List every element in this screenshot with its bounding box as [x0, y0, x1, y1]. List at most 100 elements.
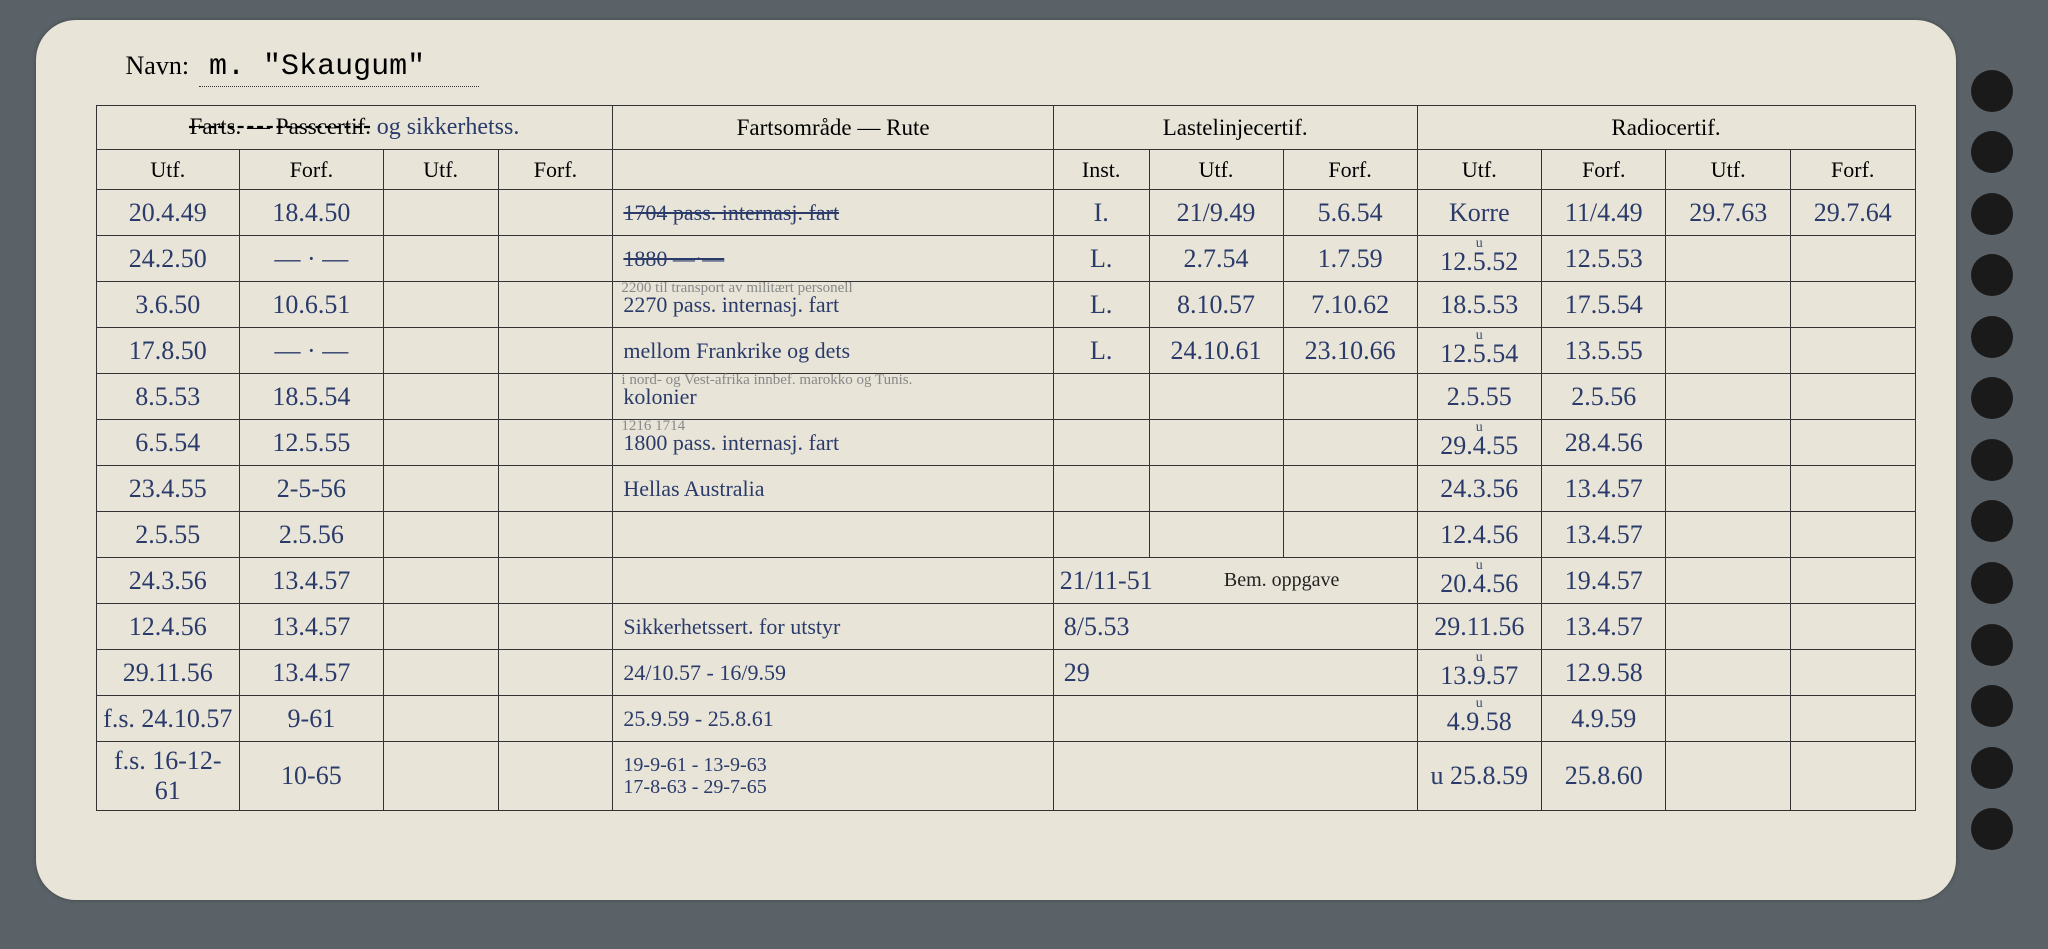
cell-c1: 24.2.50: [96, 236, 240, 282]
cell-c3: [383, 558, 498, 604]
cell-c2: 2-5-56: [240, 466, 384, 512]
fartsomrade-header: Fartsområde — Rute: [613, 106, 1053, 150]
lastelinje-span-cell: [1053, 742, 1417, 811]
cell-c10: 28.4.56: [1542, 420, 1666, 466]
cell-c10: 13.5.55: [1542, 328, 1666, 374]
cell-c12: [1790, 236, 1915, 282]
column-header-row: Utf. Forf. Utf. Forf. Inst. Utf. Forf. U…: [96, 150, 1915, 190]
cell-c11: [1666, 650, 1790, 696]
certificate-table: Farts. — Passcertif. og sikkerhetss. Far…: [96, 105, 1916, 811]
cell-c3: [383, 696, 498, 742]
table-row: 12.4.5613.4.57Sikkerhetssert. for utstyr…: [96, 604, 1915, 650]
cell-c1: 3.6.50: [96, 282, 240, 328]
navn-value: m. "Skaugum": [199, 50, 479, 87]
punch-hole: [1971, 808, 2013, 850]
cell-c4: [498, 696, 613, 742]
cell-c9: u20.4.56: [1417, 558, 1541, 604]
cell-c11: [1666, 742, 1790, 811]
col-utf-5: Utf.: [1666, 150, 1790, 190]
cell-c3: [383, 236, 498, 282]
col-utf-3: Utf.: [1149, 150, 1283, 190]
col-inst: Inst.: [1053, 150, 1149, 190]
col-forf-2: Forf.: [498, 150, 613, 190]
table-row: 2.5.552.5.5612.4.5613.4.57: [96, 512, 1915, 558]
cell-c1: f.s. 24.10.57: [96, 696, 240, 742]
cell-c1: 29.11.56: [96, 650, 240, 696]
cell-c1: 2.5.55: [96, 512, 240, 558]
cell-c3: [383, 420, 498, 466]
table-row: 6.5.5412.5.551216 17141800 pass. interna…: [96, 420, 1915, 466]
cell-c4: [498, 420, 613, 466]
cell-c2: — · —: [240, 328, 384, 374]
cell-c9: u13.9.57: [1417, 650, 1541, 696]
punch-hole: [1971, 500, 2013, 542]
cell-c3: [383, 328, 498, 374]
cell-c9: 2.5.55: [1417, 374, 1541, 420]
header-row: Navn: m. "Skaugum": [96, 50, 1916, 87]
cell-c1: 12.4.56: [96, 604, 240, 650]
cell-route: 1880 —·—: [613, 236, 1053, 282]
cell-c10: 2.5.56: [1542, 374, 1666, 420]
cell-c9: Korre: [1417, 190, 1541, 236]
col-forf-1: Forf.: [240, 150, 384, 190]
cell-c12: [1790, 420, 1915, 466]
cell-c12: [1790, 742, 1915, 811]
cell-c9: u12.5.52: [1417, 236, 1541, 282]
passcertif-header: Farts. — Passcertif. og sikkerhetss.: [96, 106, 613, 150]
cell-c11: [1666, 374, 1790, 420]
card-wrapper: Navn: m. "Skaugum" Farts. — Passcertif. …: [36, 20, 2013, 900]
cell-route: [613, 512, 1053, 558]
table-row: 29.11.5613.4.5724/10.57 - 16/9.5929u13.9…: [96, 650, 1915, 696]
cell-c6: [1053, 420, 1149, 466]
col-forf-3: Forf.: [1283, 150, 1417, 190]
cell-c7: [1149, 512, 1283, 558]
cell-c9: u12.5.54: [1417, 328, 1541, 374]
cell-c4: [498, 328, 613, 374]
cell-c3: [383, 282, 498, 328]
cell-c1: f.s. 16-12-61: [96, 742, 240, 811]
cell-c1: 17.8.50: [96, 328, 240, 374]
cell-c6: [1053, 466, 1149, 512]
cell-c6: I.: [1053, 190, 1149, 236]
cell-c12: [1790, 328, 1915, 374]
col-utf-4: Utf.: [1417, 150, 1541, 190]
cell-c4: [498, 742, 613, 811]
cell-route: mellom Frankrike og dets: [613, 328, 1053, 374]
cell-c2: 13.4.57: [240, 650, 384, 696]
cell-route: 24/10.57 - 16/9.59: [613, 650, 1053, 696]
cell-c4: [498, 374, 613, 420]
table-row: 8.5.5318.5.54i nord- og Vest-afrika innb…: [96, 374, 1915, 420]
cell-route: 2200 til transport av militært personell…: [613, 282, 1053, 328]
cell-c7: 21/9.49: [1149, 190, 1283, 236]
punch-hole: [1971, 70, 2013, 112]
cell-c2: 10.6.51: [240, 282, 384, 328]
cell-c11: [1666, 282, 1790, 328]
cell-route: [613, 558, 1053, 604]
cell-c4: [498, 466, 613, 512]
cell-c12: [1790, 374, 1915, 420]
cell-c3: [383, 190, 498, 236]
cell-c4: [498, 558, 613, 604]
cell-c9: 24.3.56: [1417, 466, 1541, 512]
cell-c10: 12.9.58: [1542, 650, 1666, 696]
cell-c4: [498, 512, 613, 558]
cell-c6: L.: [1053, 236, 1149, 282]
cell-c9: 12.4.56: [1417, 512, 1541, 558]
cell-c12: 29.7.64: [1790, 190, 1915, 236]
cell-route: 1704 pass. internasj. fart: [613, 190, 1053, 236]
cell-c2: 13.4.57: [240, 604, 384, 650]
cell-c8: [1283, 420, 1417, 466]
punch-hole: [1971, 439, 2013, 481]
data-rows: 20.4.4918.4.501704 pass. internasj. fart…: [96, 190, 1915, 811]
cell-c11: [1666, 328, 1790, 374]
punch-hole: [1971, 685, 2013, 727]
cell-c9: u4.9.58: [1417, 696, 1541, 742]
lastelinje-span-cell: [1053, 696, 1417, 742]
col-utf-2: Utf.: [383, 150, 498, 190]
radio-header: Radiocertif.: [1417, 106, 1915, 150]
cell-c1: 23.4.55: [96, 466, 240, 512]
cell-c9: u29.4.55: [1417, 420, 1541, 466]
cell-c4: [498, 650, 613, 696]
cell-c9: 29.11.56: [1417, 604, 1541, 650]
cell-c7: 24.10.61: [1149, 328, 1283, 374]
